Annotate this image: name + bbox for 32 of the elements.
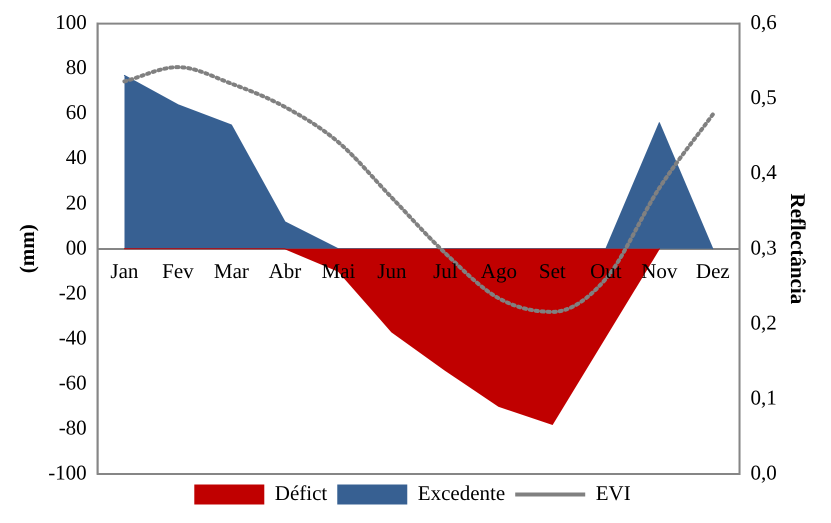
x-tick-label: Jan (110, 258, 139, 283)
x-tick-label: Dez (696, 258, 730, 283)
x-tick-label: Set (538, 258, 566, 283)
legend-label: Défict (274, 481, 328, 506)
legend-label: Excedente (418, 481, 506, 506)
y-tick-label: -80 (58, 415, 87, 440)
y2-tick-label: 0,2 (750, 310, 777, 334)
y-tick-label: 40 (66, 145, 87, 170)
y-tick-label: -20 (58, 280, 87, 304)
y-tick-label: -60 (58, 370, 87, 394)
y-tick-label: -100 (48, 460, 87, 485)
x-tick-label: Ago (480, 258, 517, 283)
y-tick-label: -40 (58, 325, 87, 350)
y-tick-label: 20 (66, 190, 87, 214)
x-tick-label: Fev (162, 258, 194, 283)
x-tick-label: Abr (268, 258, 302, 283)
y2-tick-label: 0,3 (750, 235, 777, 260)
y-tick-label: 80 (66, 55, 87, 80)
y-tick-label: 100 (55, 10, 87, 34)
y2-tick-label: 0,5 (750, 85, 777, 110)
x-tick-label: Mar (214, 258, 249, 283)
y2-tick-label: 0,0 (750, 460, 777, 485)
x-tick-label: Jul (433, 258, 458, 283)
x-tick-label: Jun (377, 258, 407, 283)
y-tick-label: 00 (66, 235, 87, 260)
legend-label: EVI (596, 481, 631, 506)
y2-tick-label: 0,4 (750, 160, 778, 184)
y2-tick-label: 0,6 (750, 10, 777, 34)
y2-axis-title: Reflectância (786, 193, 810, 305)
y-tick-label: 60 (66, 100, 87, 124)
y-axis-title: (mm) (15, 224, 40, 274)
y2-tick-label: 0,1 (750, 385, 777, 410)
